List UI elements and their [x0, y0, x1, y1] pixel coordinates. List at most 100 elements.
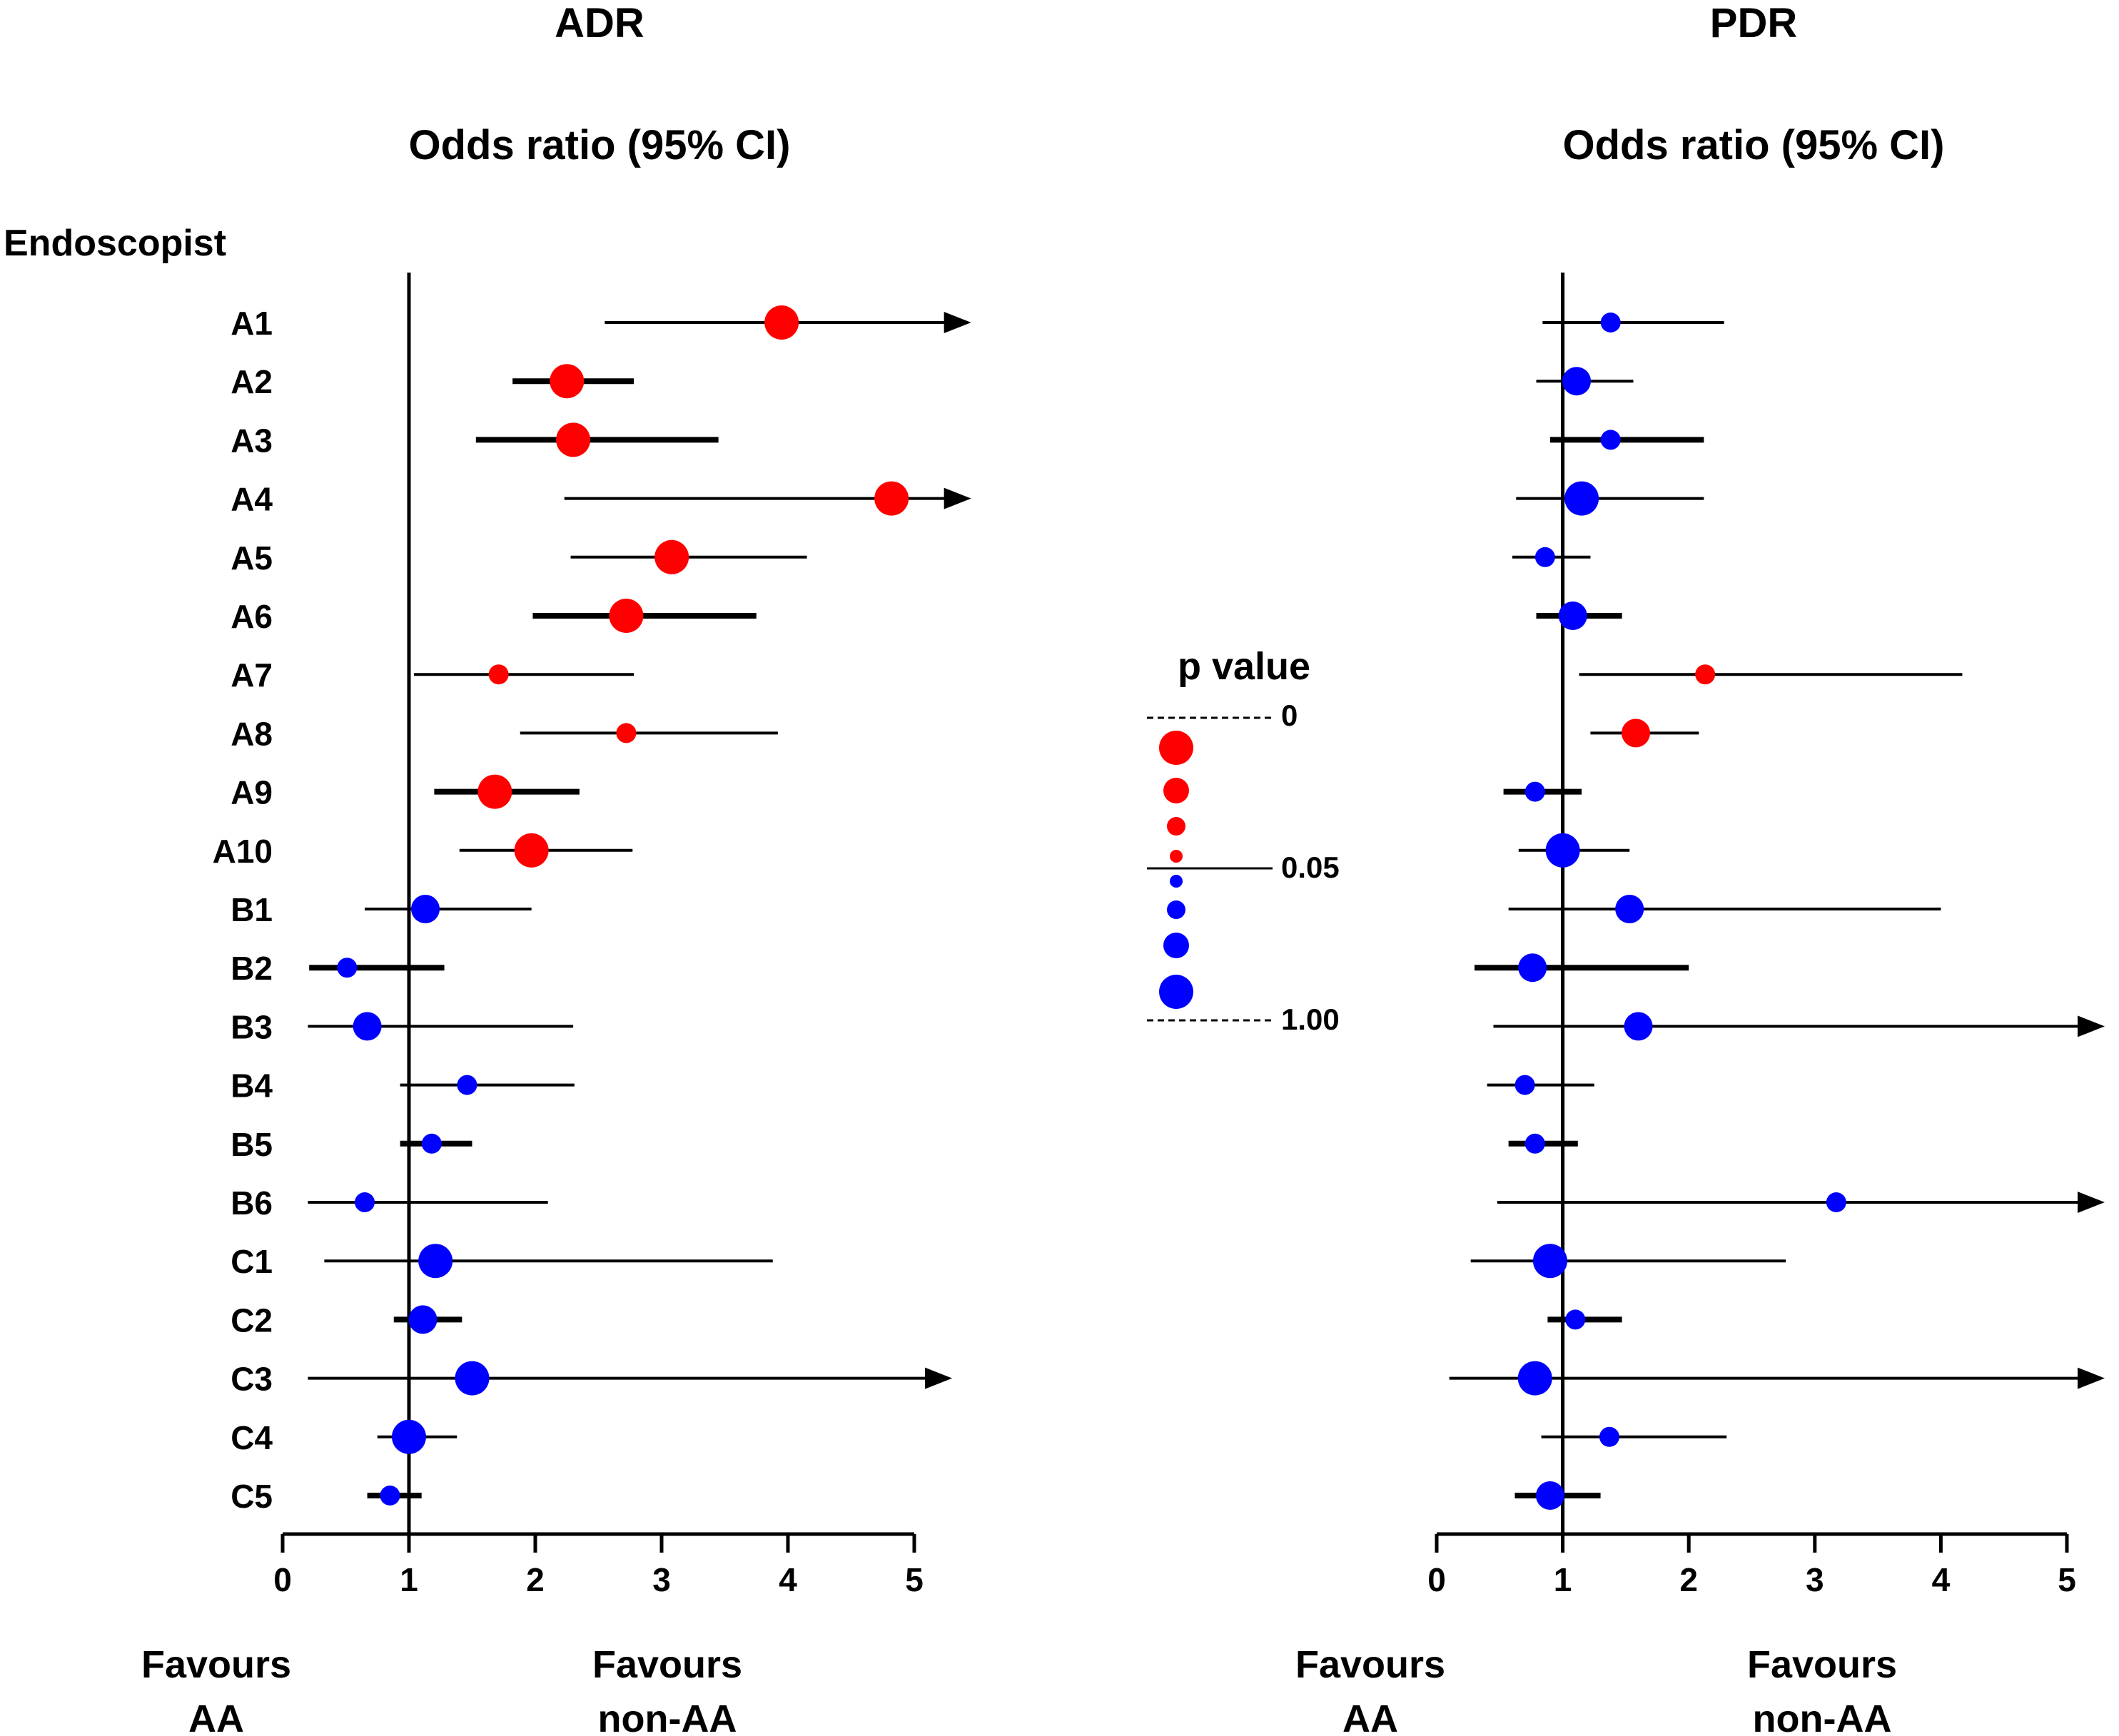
- adr-panel-title: ADR: [555, 0, 644, 46]
- legend-nonsignificant-dot: [1159, 975, 1193, 1009]
- adr-arrow-c3: [925, 1367, 953, 1389]
- row-label-c3: C3: [231, 1361, 273, 1398]
- adr-arrow-a1: [944, 312, 971, 333]
- adr-point-c1: [418, 1244, 453, 1279]
- row-label-c4: C4: [231, 1419, 273, 1456]
- pdr-point-a1: [1600, 313, 1621, 333]
- pdr-point-a9: [1524, 781, 1545, 802]
- adr-favours-left-line-2: AA: [188, 1697, 244, 1736]
- row-label-c2: C2: [231, 1301, 273, 1339]
- pdr-x-tick-label-3: 3: [1806, 1561, 1824, 1598]
- adr-x-axis-title: Odds ratio (95% CI): [409, 122, 791, 168]
- row-label-b6: B6: [231, 1184, 273, 1222]
- pdr-point-a6: [1558, 601, 1587, 630]
- adr-point-a7: [488, 664, 509, 685]
- pdr-arrow-b6: [2077, 1192, 2105, 1213]
- row-labels: A1 A2 A3 A4 A5 A6 A7 A8 A9 A10 B1 B2 B3 B4 B5 B6 C1 C2 C3 C…: [213, 305, 273, 1515]
- legend-significant-dot: [1170, 850, 1183, 863]
- legend-label-1-00: 1.00: [1281, 1002, 1340, 1036]
- pdr-panel-title: PDR: [1710, 0, 1797, 46]
- adr-point-a9: [477, 774, 512, 809]
- pdr-point-b1: [1615, 895, 1644, 923]
- adr-x-tick-label-0: 0: [273, 1561, 292, 1598]
- row-label-a5: A5: [231, 539, 273, 577]
- pdr-point-a7: [1695, 664, 1716, 685]
- adr-point-c2: [408, 1305, 438, 1334]
- pdr-arrow-c3: [2077, 1367, 2105, 1389]
- pdr-point-b4: [1514, 1075, 1535, 1095]
- pdr-point-b5: [1524, 1133, 1545, 1154]
- row-label-a10: A10: [213, 833, 273, 870]
- pdr-point-c2: [1565, 1309, 1586, 1330]
- adr-point-a1: [764, 305, 799, 340]
- adr-panel: ADR Odds ratio (95% CI) 0 1 2 3 4 5 Favours AA Fav…: [141, 0, 971, 1736]
- adr-point-a2: [550, 364, 585, 399]
- pdr-favours-left-line-1: Favours: [1295, 1643, 1445, 1686]
- row-header-label: Endoscopist: [4, 223, 226, 264]
- pdr-favours-right-line-1: Favours: [1747, 1643, 1897, 1686]
- pdr-point-a3: [1600, 430, 1621, 450]
- adr-x-tick-label-4: 4: [779, 1561, 797, 1598]
- legend-significant-dot: [1159, 731, 1193, 765]
- adr-x-tick-label-1: 1: [400, 1561, 418, 1598]
- row-label-a2: A2: [231, 363, 273, 400]
- row-label-b3: B3: [231, 1008, 273, 1045]
- row-label-b2: B2: [231, 950, 273, 987]
- pdr-arrow-b3: [2077, 1015, 2105, 1037]
- adr-point-a5: [654, 539, 689, 574]
- legend-label-0: 0: [1281, 699, 1298, 732]
- pdr-point-a10: [1545, 833, 1580, 868]
- row-label-b1: B1: [231, 891, 273, 928]
- pdr-point-b3: [1624, 1012, 1653, 1041]
- pdr-x-tick-label-0: 0: [1427, 1561, 1446, 1598]
- adr-point-a8: [616, 723, 637, 743]
- pdr-point-a8: [1622, 719, 1651, 748]
- pdr-point-c3: [1517, 1361, 1552, 1396]
- pdr-x-tick-label-4: 4: [1932, 1561, 1951, 1598]
- pdr-panel: PDR Odds ratio (95% CI) 0 1 2 3 4 5 Favours AA Fav…: [1295, 0, 2105, 1736]
- pdr-x-tick-label-2: 2: [1679, 1561, 1698, 1598]
- row-label-a4: A4: [231, 481, 273, 518]
- adr-point-a6: [609, 599, 644, 633]
- row-label-a1: A1: [231, 305, 273, 342]
- row-label-b4: B4: [231, 1067, 273, 1105]
- row-label-c5: C5: [231, 1478, 273, 1515]
- row-label-a9: A9: [231, 774, 273, 811]
- row-label-c1: C1: [231, 1243, 273, 1280]
- adr-point-a4: [874, 481, 909, 516]
- legend-label-0-05: 0.05: [1281, 851, 1340, 884]
- adr-point-b2: [337, 958, 358, 978]
- pdr-x-tick-label-1: 1: [1554, 1561, 1572, 1598]
- pdr-point-b6: [1826, 1192, 1846, 1212]
- adr-point-b6: [355, 1192, 375, 1212]
- pdr-x-axis-title: Odds ratio (95% CI): [1563, 122, 1945, 168]
- pdr-point-a2: [1562, 367, 1592, 396]
- pdr-favours-right-line-2: non-AA: [1753, 1697, 1892, 1736]
- row-label-a7: A7: [231, 656, 273, 694]
- adr-x-tick-label-2: 2: [526, 1561, 545, 1598]
- row-label-a3: A3: [231, 422, 273, 459]
- adr-x-tick-label-5: 5: [905, 1561, 924, 1598]
- row-label-a6: A6: [231, 598, 273, 635]
- p-value-legend: p value 0 0.05 1.00: [1147, 645, 1340, 1036]
- pdr-point-b2: [1518, 953, 1547, 983]
- pdr-point-c1: [1532, 1244, 1567, 1279]
- pdr-point-c4: [1599, 1426, 1619, 1447]
- adr-point-a10: [514, 833, 549, 868]
- adr-favours-right-line-1: Favours: [592, 1643, 742, 1686]
- legend-significant-dot: [1167, 817, 1185, 836]
- adr-point-c3: [455, 1361, 490, 1396]
- legend-title: p value: [1178, 645, 1310, 688]
- adr-favours-right-line-2: non-AA: [598, 1697, 737, 1736]
- adr-point-c5: [380, 1486, 400, 1506]
- pdr-point-a5: [1534, 547, 1555, 567]
- pdr-favours-left-line-2: AA: [1342, 1697, 1398, 1736]
- adr-point-b3: [353, 1012, 382, 1041]
- adr-x-tick-label-3: 3: [652, 1561, 671, 1598]
- adr-point-c4: [392, 1419, 426, 1454]
- adr-point-b4: [457, 1075, 477, 1095]
- pdr-point-a4: [1564, 481, 1599, 516]
- legend-significant-dot: [1163, 778, 1189, 803]
- row-label-a8: A8: [231, 715, 273, 752]
